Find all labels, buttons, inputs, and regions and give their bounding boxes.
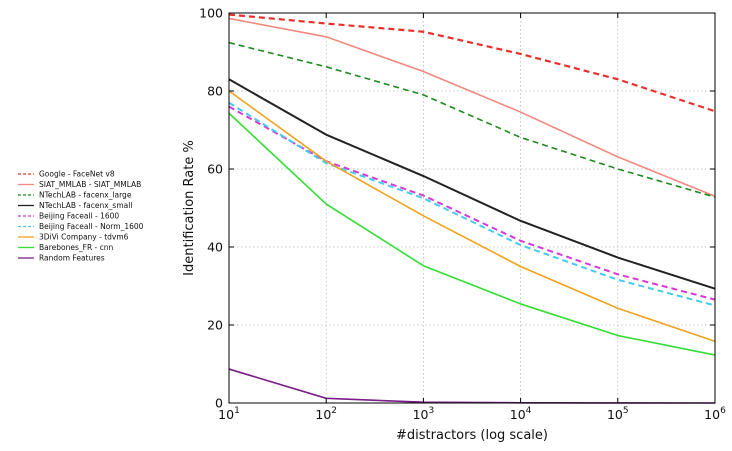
- series-line-google-facenet-v8: [228, 13, 716, 113]
- series-line-barebones-fr-cnn: [228, 112, 716, 356]
- series-line-beijing-faceall-1600: [228, 105, 716, 301]
- x-tick-label: 105: [607, 406, 629, 422]
- y-tick-label: 100: [199, 6, 223, 21]
- y-tick-label: 80: [207, 84, 223, 99]
- x-tick-label: 101: [218, 406, 240, 422]
- y-tick-label: 60: [207, 162, 223, 177]
- series-line-random-features: [228, 368, 716, 404]
- x-tick-label: 104: [510, 406, 532, 422]
- series-line-ntechlab-facenx-large: [228, 41, 716, 198]
- x-axis-label: #distractors (log scale): [396, 428, 548, 443]
- series-layer: [228, 13, 716, 404]
- series-line-beijing-faceall-norm-1600: [228, 101, 716, 307]
- y-tick-label: 0: [215, 396, 223, 411]
- series-line-3divi-company-tdvm6: [228, 90, 716, 343]
- gridlines: [228, 12, 716, 404]
- legend-label: Google - FaceNet v8: [39, 170, 115, 179]
- legend-label: NTechLAB - facenx_small: [39, 201, 132, 210]
- y-tick-label: 20: [207, 318, 223, 333]
- x-tick-label: 103: [413, 406, 435, 422]
- legend-label: Beijing Faceall - Norm_1600: [39, 222, 144, 231]
- legend-label: SIAT_MMLAB - SIAT_MMLAB: [39, 180, 141, 189]
- y-tick-label: 40: [207, 240, 223, 255]
- legend-label: Random Features: [39, 254, 105, 263]
- series-line-ntechlab-facenx-small: [228, 78, 716, 290]
- legend-label: Beijing Faceall - 1600: [39, 212, 119, 221]
- x-tick-label: 106: [704, 406, 726, 422]
- legend-label: NTechLAB - facenx_large: [39, 191, 132, 200]
- series-line-siat-mmlab-siat-mmlab: [228, 17, 716, 198]
- legend-label: Barebones_FR - cnn: [39, 243, 114, 252]
- y-axis-label: Identification Rate %: [182, 140, 197, 276]
- plot-frame: [228, 12, 716, 404]
- axis-ticks: 0 20 40 60 80 100 101 102 103 104 105 106: [199, 6, 726, 423]
- x-tick-label: 102: [315, 406, 337, 422]
- legend-label: 3DiVi Company - tdvm6: [39, 233, 129, 242]
